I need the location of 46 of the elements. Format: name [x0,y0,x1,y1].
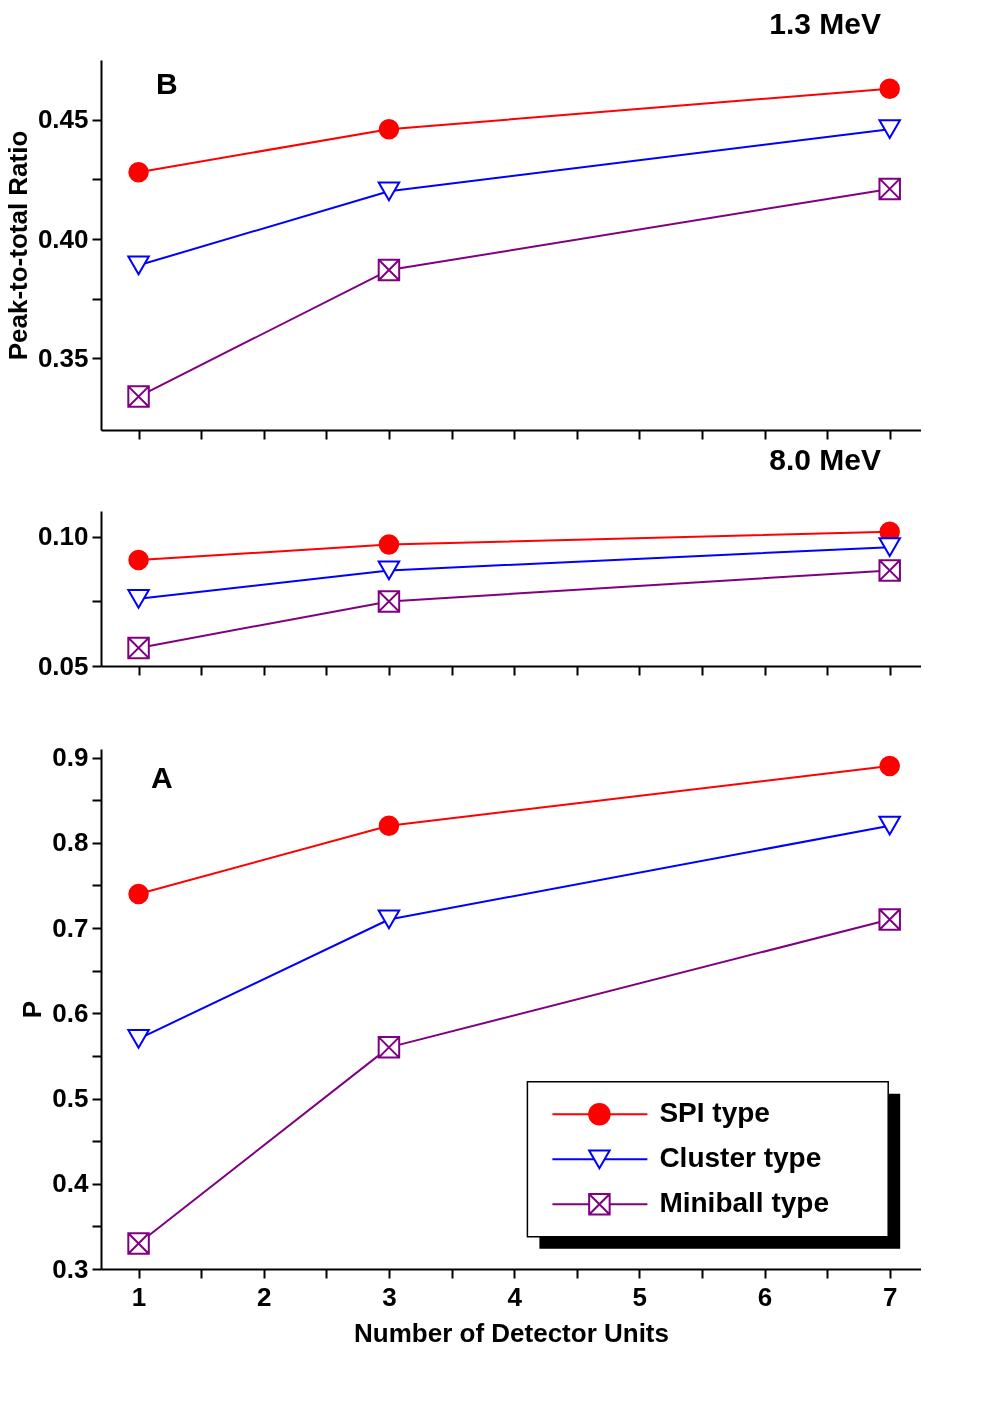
y-tick-label: 0.4 [52,1168,90,1199]
y-tick-label: 0.3 [52,1253,89,1284]
y-tick-label: 0.35 [37,342,89,373]
y-tick-label: 0.05 [37,650,89,681]
x-tick-label: 4 [507,1281,523,1312]
annotation: A [151,761,173,794]
y-tick-label: 0.5 [52,1083,89,1114]
text: 8.0 MeV [769,443,881,476]
point [378,119,400,140]
y-tick-label: 0.10 [37,521,89,552]
point [128,883,149,905]
y-tick-label: 0.45 [37,104,89,135]
point [377,258,401,282]
point [127,636,150,660]
x-tick-label: 7 [882,1281,898,1312]
x-tick-label: 3 [382,1281,397,1312]
y-tick-label: 0.7 [52,912,89,943]
point [377,1036,401,1059]
text: 1.3 MeV [769,7,881,40]
point [878,177,901,201]
y-tick-label: 0.40 [37,223,89,254]
point [127,385,150,408]
point [378,534,400,555]
y-axis-title: P [17,1000,48,1019]
annotation: B [156,67,178,100]
point [878,908,901,931]
y-tick-label: 0.9 [52,742,89,773]
y-tick-label: 0.6 [52,997,89,1028]
point [377,590,401,613]
point [378,815,400,836]
y-axis-title: Peak-to-total Ratio [2,130,33,361]
y-tick-label: 0.8 [52,827,89,858]
x-tick-label: 5 [632,1281,648,1312]
x-axis-title: Number of Detector Units [354,1317,669,1348]
x-tick-label: 6 [757,1281,773,1312]
point [128,161,149,183]
point [127,1232,150,1255]
x-tick-label: 2 [257,1281,272,1312]
legend-label: SPI type [659,1097,770,1129]
point [879,78,900,99]
point [128,549,149,571]
x-tick-label: 1 [131,1281,147,1312]
point [879,755,900,777]
legend-label: Cluster type [659,1142,822,1174]
legend-label: Miniball type [659,1187,829,1219]
point [878,559,901,582]
